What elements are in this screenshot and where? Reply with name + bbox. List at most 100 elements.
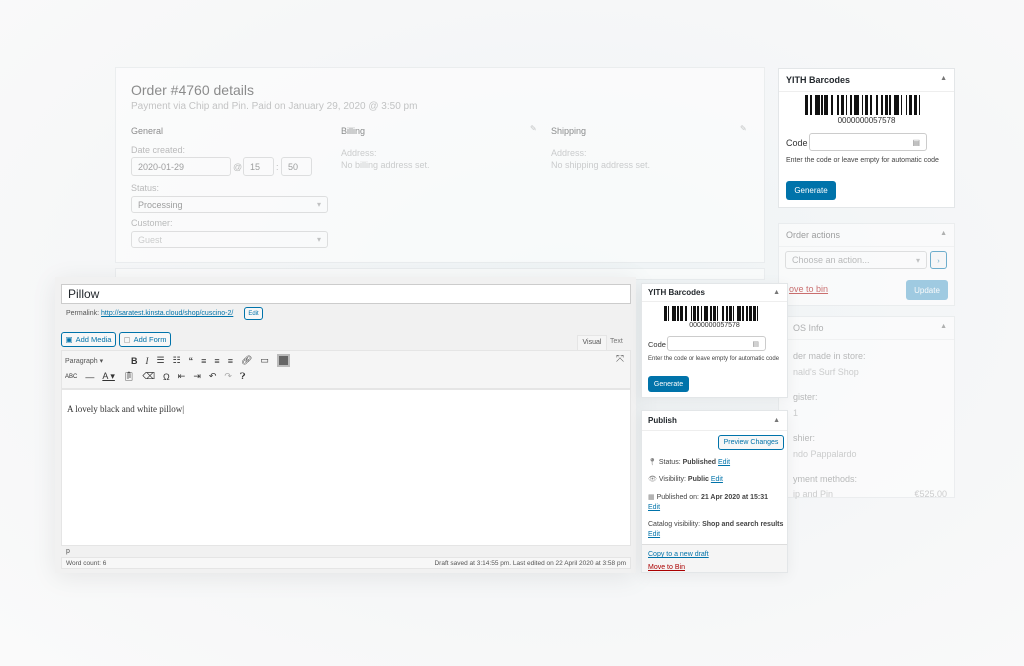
- barcode-bar: [701, 306, 703, 321]
- barcode-title: YITH Barcodes: [779, 69, 954, 92]
- barcode-number: 0000000057578: [837, 116, 896, 125]
- published-row: ▦ Published on: 21 Apr 2020 at 15:31 Edit: [648, 493, 788, 513]
- read-more-icon[interactable]: ▭: [260, 355, 269, 365]
- visibility-value: Public: [687, 476, 709, 483]
- help-icon[interactable]: ❓︎: [239, 371, 246, 381]
- outdent-icon[interactable]: ⇤: [177, 371, 186, 381]
- product-editor: Pillow Permalink: http://saratest.kinsta…: [55, 277, 636, 573]
- add-media-button[interactable]: ▣ Add Media: [61, 332, 116, 347]
- paste-text-icon[interactable]: 📋︎: [122, 371, 135, 381]
- generate-button[interactable]: Generate: [786, 181, 836, 200]
- status-edit-link[interactable]: Edit: [718, 459, 731, 466]
- add-form-label: Add Form: [133, 335, 167, 344]
- special-character-icon[interactable]: Ω: [163, 371, 170, 382]
- order-subtitle: Payment via Chip and Pin. Paid on Januar…: [131, 101, 418, 112]
- code-input[interactable]: ▤: [809, 133, 927, 151]
- permalink-link[interactable]: http://saratest.kinsta.cloud/shop/cuscin…: [101, 310, 234, 317]
- collapse-icon[interactable]: ▲: [940, 230, 947, 237]
- move-to-bin-link[interactable]: ove to bin: [789, 284, 829, 294]
- visibility-row: 👁︎ Visibility: Public Edit: [648, 475, 723, 485]
- align-center-icon[interactable]: ≡: [214, 355, 220, 366]
- billing-address: No billing address set.: [341, 160, 430, 170]
- clear-formatting-icon[interactable]: ⌫: [142, 371, 156, 381]
- catalog-edit-link[interactable]: Edit: [648, 531, 661, 538]
- payment-amount: €525.00: [914, 489, 947, 499]
- collapse-icon[interactable]: ▲: [773, 417, 780, 424]
- barcode-bar: [677, 306, 679, 321]
- bold-icon[interactable]: B: [131, 355, 138, 366]
- fullscreen-icon[interactable]: ⤧: [616, 354, 624, 365]
- add-media-label: Add Media: [75, 335, 112, 344]
- billing-address-label: Address:: [341, 148, 377, 158]
- apply-action-button[interactable]: ›: [930, 251, 947, 269]
- billing-edit-icon[interactable]: ✎: [530, 124, 537, 133]
- format-select[interactable]: Paragraph ▾: [65, 357, 104, 365]
- order-action-select[interactable]: Choose an action...: [785, 251, 927, 269]
- toolbar-toggle-icon[interactable]: [276, 354, 290, 367]
- horizontal-line-icon[interactable]: —: [85, 371, 95, 382]
- status-value: Published: [682, 459, 717, 466]
- align-left-icon[interactable]: ≡: [201, 355, 207, 366]
- time-sep: :: [276, 162, 279, 172]
- code-hint: Enter the code or leave empty for automa…: [786, 157, 939, 164]
- barcode-bar: [884, 95, 888, 115]
- barcode-image: [664, 306, 762, 321]
- format-value: Paragraph: [65, 357, 98, 365]
- date-field[interactable]: 2020-01-29: [131, 157, 231, 176]
- numbered-list-icon[interactable]: ☷: [172, 355, 181, 365]
- generate-button[interactable]: Generate: [648, 376, 689, 392]
- barcode-bar: [736, 306, 741, 321]
- barcode-bar: [717, 306, 719, 321]
- tab-text[interactable]: Text: [610, 338, 623, 345]
- barcode-bar: [679, 306, 683, 321]
- customer-label: Customer:: [131, 218, 173, 228]
- barcode-bar: [821, 95, 823, 115]
- title-input[interactable]: Pillow: [61, 284, 631, 304]
- permalink-edit-button[interactable]: Edit: [244, 307, 263, 320]
- move-to-bin-link[interactable]: Move to Bin: [648, 564, 685, 571]
- editor-content[interactable]: A lovely black and white pillow|: [61, 389, 631, 546]
- tab-visual[interactable]: Visual: [577, 335, 607, 350]
- billing-heading: Billing: [341, 126, 366, 136]
- italic-icon[interactable]: I: [145, 355, 149, 366]
- date-label: Date created:: [131, 145, 186, 155]
- shipping-edit-icon[interactable]: ✎: [740, 124, 747, 133]
- barcode-gap: [758, 306, 762, 321]
- code-input[interactable]: ▤: [667, 336, 766, 351]
- status-label: Status:: [131, 183, 160, 193]
- redo-icon[interactable]: ↷: [224, 371, 232, 381]
- strikethrough-icon[interactable]: ABC: [65, 373, 78, 380]
- link-icon[interactable]: 🔗︎: [240, 355, 253, 365]
- store-label: der made in store:: [793, 351, 866, 361]
- cashier-label: shier:: [793, 433, 816, 443]
- text-color-icon[interactable]: A ▾: [102, 371, 115, 381]
- barcode-bar: [814, 95, 820, 115]
- bullet-list-icon[interactable]: ☰: [156, 355, 165, 365]
- barcode-bar: [722, 306, 724, 321]
- add-form-button[interactable]: ▢ Add Form: [119, 332, 171, 347]
- hour-field[interactable]: 15: [243, 157, 274, 176]
- visibility-edit-link[interactable]: Edit: [710, 476, 723, 483]
- align-right-icon[interactable]: ≡: [227, 355, 233, 366]
- collapse-icon[interactable]: ▲: [940, 323, 947, 330]
- barcode-bar: [726, 306, 728, 321]
- barcode-bar: [742, 306, 744, 321]
- published-edit-link[interactable]: Edit: [648, 504, 661, 511]
- status-select[interactable]: Processing: [131, 196, 328, 213]
- undo-icon[interactable]: ↶: [208, 371, 217, 381]
- register-label: gister:: [793, 392, 818, 402]
- barcode-bar: [845, 95, 848, 115]
- copy-draft-link[interactable]: Copy to a new draft: [648, 551, 709, 558]
- customer-select[interactable]: Guest: [131, 231, 328, 248]
- update-button[interactable]: Update: [906, 280, 948, 300]
- indent-icon[interactable]: ⇥: [193, 371, 201, 381]
- blockquote-icon[interactable]: “: [188, 355, 194, 366]
- published-label: Published on:: [656, 494, 699, 501]
- preview-changes-button[interactable]: Preview Changes: [718, 435, 784, 450]
- barcode-icon: ▤: [752, 340, 759, 348]
- code-label: Code: [786, 138, 808, 148]
- collapse-icon[interactable]: ▲: [773, 289, 780, 296]
- minute-field[interactable]: 50: [281, 157, 312, 176]
- barcode-bar: [729, 306, 732, 321]
- collapse-icon[interactable]: ▲: [940, 75, 947, 82]
